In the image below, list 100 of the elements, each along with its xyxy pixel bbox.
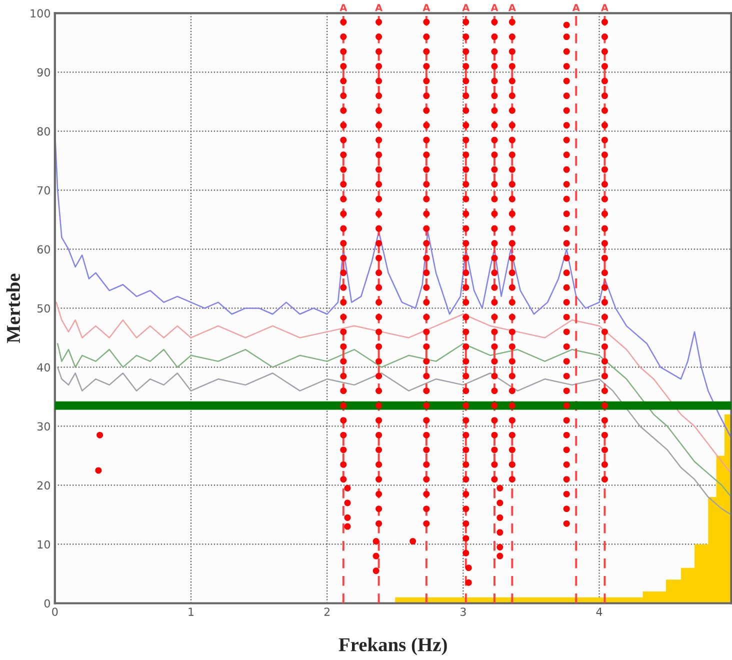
point <box>462 270 470 276</box>
point <box>508 225 516 232</box>
point <box>563 122 570 129</box>
point <box>376 328 382 336</box>
point <box>508 461 516 468</box>
point <box>423 417 430 424</box>
point <box>508 210 516 218</box>
point <box>601 299 608 306</box>
point <box>462 402 470 409</box>
point <box>376 122 382 129</box>
point <box>376 520 382 527</box>
point <box>491 152 498 158</box>
point <box>423 18 430 26</box>
point <box>491 343 498 350</box>
point <box>508 299 516 306</box>
point <box>508 136 516 144</box>
point <box>340 225 347 232</box>
point <box>491 48 498 55</box>
point <box>340 107 347 114</box>
point <box>601 122 608 129</box>
point <box>496 514 504 521</box>
point <box>340 254 347 262</box>
point <box>376 358 382 365</box>
point <box>601 152 608 158</box>
point <box>462 343 470 350</box>
y-tick-label: 10 <box>38 540 50 549</box>
point <box>376 240 382 247</box>
point <box>376 402 382 409</box>
point <box>508 196 516 202</box>
point <box>423 254 430 262</box>
point <box>462 417 470 424</box>
point <box>423 210 430 218</box>
point <box>340 78 347 84</box>
point <box>491 388 498 394</box>
point <box>423 432 430 438</box>
point <box>508 18 516 26</box>
point <box>376 63 382 70</box>
point <box>344 523 351 530</box>
point <box>563 358 570 365</box>
point <box>508 254 516 262</box>
point <box>423 225 430 232</box>
point <box>601 196 608 202</box>
point <box>462 520 470 527</box>
point <box>491 240 498 247</box>
point <box>508 476 516 483</box>
point <box>376 299 382 306</box>
point <box>601 78 608 84</box>
point <box>376 136 382 144</box>
point <box>491 446 498 454</box>
point <box>601 48 608 55</box>
ref-line-label: A <box>600 4 608 12</box>
point <box>491 328 498 336</box>
point <box>491 417 498 424</box>
point <box>340 18 347 26</box>
point <box>563 136 570 144</box>
x-tick-label: 2 <box>324 608 330 616</box>
point <box>601 240 608 247</box>
point <box>508 284 516 291</box>
point <box>601 358 608 365</box>
point <box>601 446 608 454</box>
point <box>508 92 516 100</box>
point <box>423 181 430 188</box>
point <box>376 388 382 394</box>
point <box>491 78 498 84</box>
point <box>491 63 498 70</box>
point <box>462 314 470 320</box>
point <box>462 136 470 144</box>
point <box>508 432 516 438</box>
point <box>508 270 516 276</box>
point <box>423 122 430 129</box>
point <box>563 388 570 394</box>
point <box>491 284 498 291</box>
point <box>491 270 498 276</box>
point <box>563 343 570 350</box>
point <box>563 506 570 512</box>
point <box>508 328 516 336</box>
point <box>340 328 347 336</box>
line-series <box>56 302 732 474</box>
point <box>462 476 470 483</box>
point <box>376 34 382 40</box>
point <box>601 166 608 173</box>
point <box>496 484 504 492</box>
point <box>462 122 470 129</box>
ref-line-label: A <box>375 4 383 12</box>
point <box>508 152 516 158</box>
point <box>423 461 430 468</box>
point <box>508 78 516 84</box>
point <box>563 63 570 70</box>
point <box>496 552 504 560</box>
point <box>340 446 347 454</box>
point <box>376 506 382 512</box>
point <box>376 343 382 350</box>
x-tick-label: 4 <box>596 608 602 616</box>
point <box>423 388 430 394</box>
point <box>423 34 430 40</box>
point <box>601 92 608 100</box>
point <box>563 22 570 28</box>
y-tick-label: 30 <box>37 422 50 431</box>
point <box>376 107 382 114</box>
point <box>462 34 470 40</box>
